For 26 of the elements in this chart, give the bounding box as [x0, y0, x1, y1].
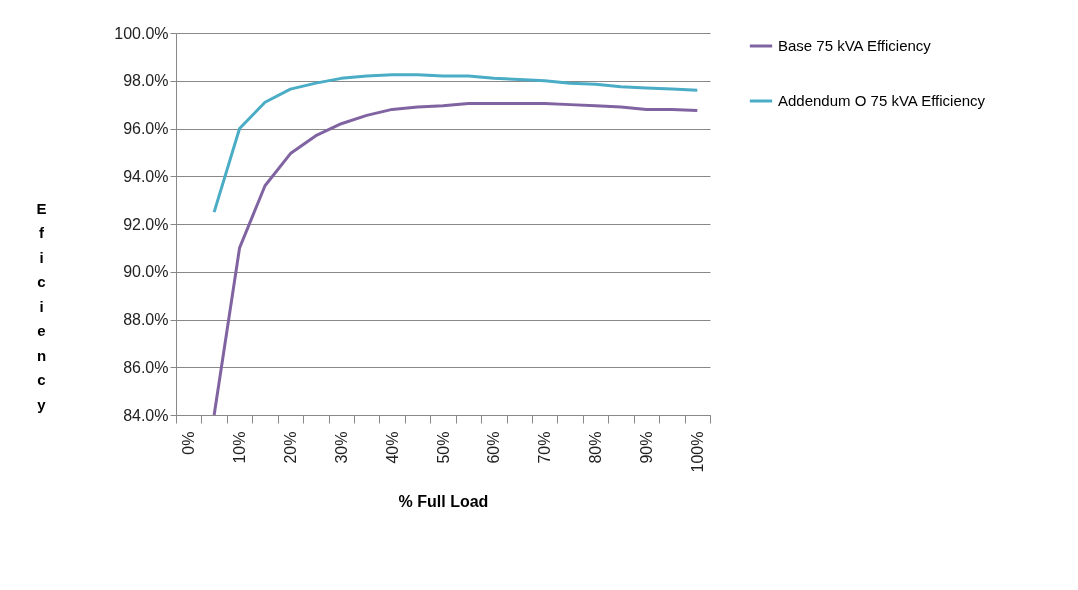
y-tick-label: 90.0%: [123, 263, 169, 281]
y-tick-label: 94.0%: [123, 167, 169, 185]
line-series: [212, 73, 699, 214]
x-tick-label: 40%: [383, 431, 401, 464]
x-tick-label: 0%: [180, 431, 198, 455]
x-tick-label: 100%: [688, 431, 706, 473]
y-tick-label: 98.0%: [123, 72, 169, 90]
text: Eficiency: [36, 199, 47, 413]
x-tick-label: 10%: [231, 431, 249, 464]
y-tick-label: 100.0%: [114, 24, 169, 42]
x-tick-label: 80%: [587, 431, 605, 464]
x-tick-label: 30%: [332, 431, 350, 464]
x-tick-label: 60%: [485, 431, 503, 464]
x-tick-label: 20%: [281, 431, 299, 464]
y-tick-label: 88.0%: [123, 311, 169, 328]
x-tick-label: 50%: [434, 431, 452, 464]
y-tick-label: 92.0%: [123, 215, 169, 233]
line-series: [212, 101, 699, 417]
x-tick-label: 70%: [536, 431, 554, 464]
y-tick-label: 86.0%: [123, 358, 169, 376]
y-tick-label: 96.0%: [123, 120, 169, 137]
y-tick-label: 84.0%: [123, 406, 169, 424]
legend-label: Addendum O 75 kVA Efficiency: [778, 92, 986, 109]
x-axis-title: % Full Load: [398, 493, 489, 511]
x-tick-label: 90%: [637, 431, 655, 464]
legend-label: Base 75 kVA Efficiency: [778, 37, 932, 54]
